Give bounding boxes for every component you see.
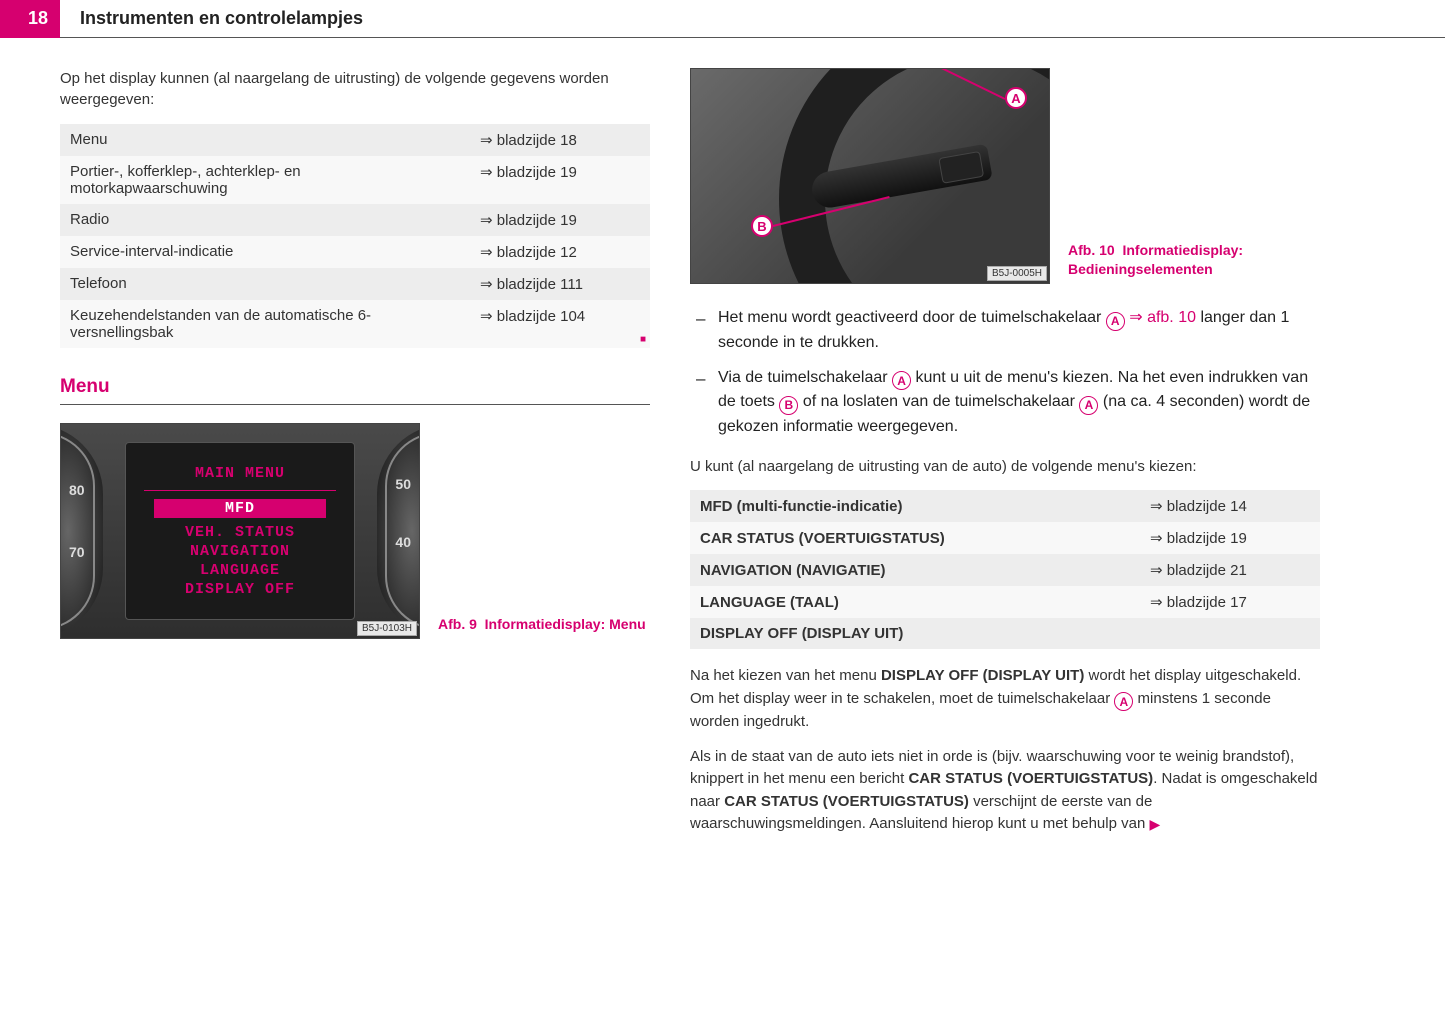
figure-10-row: A B B5J-0005H Afb. 10 Informatiedisplay:…: [690, 68, 1320, 284]
figure-10-caption: Afb. 10 Informatiedisplay: Bedieningsele…: [1068, 241, 1268, 284]
gauge-tick: 80: [69, 482, 85, 498]
continuation-arrow-icon: ▶: [1149, 816, 1160, 832]
gauge-tick: 50: [395, 476, 411, 492]
display-data-table: Menu⇒ bladzijde 18 Portier-, kofferklep-…: [60, 124, 650, 348]
display-selected-item: MFD: [154, 499, 326, 518]
left-column: Op het display kunnen (al naargelang de …: [60, 68, 650, 848]
menu-name: CAR STATUS (VOERTUIGSTATUS): [690, 522, 1140, 554]
list-item: Het menu wordt geactiveerd door de tuime…: [690, 306, 1320, 356]
section-end-marker-icon: ■: [640, 334, 646, 345]
menu-name: DISPLAY OFF (DISPLAY UIT): [690, 618, 1140, 649]
image-code: B5J-0103H: [357, 621, 417, 636]
page-reference: ⇒ bladzijde 12: [470, 236, 650, 268]
table-row: MFD (multi-functie-indicatie)⇒ bladzijde…: [690, 490, 1320, 522]
bold-text: DISPLAY OFF (DISPLAY UIT): [881, 667, 1084, 684]
figure-reference-link[interactable]: ⇒ afb. 10: [1125, 309, 1196, 326]
figure-label: Afb. 9: [438, 616, 477, 632]
text: of na loslaten van de tuimelschakelaar: [798, 393, 1079, 410]
display-item: DISPLAY OFF: [130, 581, 350, 598]
table-row: Radio⇒ bladzijde 19: [60, 204, 650, 236]
table-row: NAVIGATION (NAVIGATIE)⇒ bladzijde 21: [690, 554, 1320, 586]
table-row: Menu⇒ bladzijde 18: [60, 124, 650, 156]
figure-label: Afb. 10: [1068, 242, 1115, 258]
figure-9-caption: Afb. 9 Informatiedisplay: Menu: [438, 615, 646, 639]
paragraph: Als in de staat van de auto iets niet in…: [690, 746, 1320, 836]
figure-9-image: 70 80 50 40 MAIN MENU MFD VEH. STATUS NA…: [60, 423, 420, 639]
bold-text: CAR STATUS (VOERTUIGSTATUS): [908, 770, 1153, 787]
item-label: Radio: [60, 204, 470, 236]
page-number: 18: [0, 0, 60, 38]
item-label: Menu: [60, 124, 470, 156]
table-row: Portier-, kofferklep-, achterklep- en mo…: [60, 156, 650, 204]
table-row: Keuzehendelstanden van de automatische 6…: [60, 300, 650, 348]
image-code: B5J-0005H: [987, 266, 1047, 281]
gauge-tick: 70: [69, 544, 85, 560]
gauge-tick: 40: [395, 534, 411, 550]
table-row: Service-interval-indicatie⇒ bladzijde 12: [60, 236, 650, 268]
callout-b: B: [751, 215, 773, 237]
display-title: MAIN MENU: [130, 465, 350, 482]
display-divider: [144, 490, 336, 491]
content-area: Op het display kunnen (al naargelang de …: [0, 38, 1445, 848]
page-reference: ⇒ bladzijde 14: [1140, 490, 1320, 522]
text: Via de tuimelschakelaar: [718, 369, 892, 386]
gauge-right: [377, 424, 420, 638]
page-reference: ⇒ bladzijde 104: [470, 300, 650, 348]
page-reference: ⇒ bladzijde 19: [470, 156, 650, 204]
section-heading-menu: Menu: [60, 376, 650, 405]
page-reference: ⇒ bladzijde 19: [1140, 522, 1320, 554]
menu-name: NAVIGATION (NAVIGATIE): [690, 554, 1140, 586]
text: Na het kiezen van het menu: [690, 667, 881, 684]
right-column: A B B5J-0005H Afb. 10 Informatiedisplay:…: [690, 68, 1320, 848]
page-reference: [1140, 618, 1320, 649]
menu-name: LANGUAGE (TAAL): [690, 586, 1140, 618]
figure-9-row: 70 80 50 40 MAIN MENU MFD VEH. STATUS NA…: [60, 423, 650, 639]
text: Het menu wordt geactiveerd door de tuime…: [718, 309, 1106, 326]
item-label: Telefoon: [60, 268, 470, 300]
item-label: Portier-, kofferklep-, achterklep- en mo…: [60, 156, 470, 204]
table-row: DISPLAY OFF (DISPLAY UIT): [690, 618, 1320, 649]
menu-name: MFD (multi-functie-indicatie): [690, 490, 1140, 522]
callout-a-inline: A: [1106, 312, 1125, 331]
item-label: Service-interval-indicatie: [60, 236, 470, 268]
dashboard-display-panel: MAIN MENU MFD VEH. STATUS NAVIGATION LAN…: [125, 442, 355, 620]
display-item: NAVIGATION: [130, 543, 350, 560]
display-item: VEH. STATUS: [130, 524, 350, 541]
intro-paragraph: Op het display kunnen (al naargelang de …: [60, 68, 650, 110]
page-title: Instrumenten en controlelampjes: [80, 8, 363, 29]
table-row: LANGUAGE (TAAL)⇒ bladzijde 17: [690, 586, 1320, 618]
callout-a-inline: A: [1079, 396, 1098, 415]
callout-a: A: [1005, 87, 1027, 109]
page-reference: ⇒ bladzijde 17: [1140, 586, 1320, 618]
page-reference: ⇒ bladzijde 18: [470, 124, 650, 156]
figure-caption-text: Informatiedisplay: Menu: [485, 616, 646, 632]
item-label: Keuzehendelstanden van de automatische 6…: [60, 300, 470, 348]
figure-10-image: A B B5J-0005H: [690, 68, 1050, 284]
page-reference: ⇒ bladzijde 21: [1140, 554, 1320, 586]
page-header: 18 Instrumenten en controlelampjes: [0, 0, 1445, 38]
callout-a-inline: A: [1114, 692, 1133, 711]
display-item: LANGUAGE: [130, 562, 350, 579]
bold-text: CAR STATUS (VOERTUIGSTATUS): [724, 793, 969, 810]
instruction-list: Het menu wordt geactiveerd door de tuime…: [690, 306, 1320, 440]
menu-options-table: MFD (multi-functie-indicatie)⇒ bladzijde…: [690, 490, 1320, 649]
gauge-left: [60, 424, 103, 638]
page-reference: ⇒ bladzijde 111: [470, 268, 650, 300]
table-row: CAR STATUS (VOERTUIGSTATUS)⇒ bladzijde 1…: [690, 522, 1320, 554]
page-reference: ⇒ bladzijde 19: [470, 204, 650, 236]
callout-b-inline: B: [779, 396, 798, 415]
list-item: Via de tuimelschakelaar A kunt u uit de …: [690, 366, 1320, 440]
callout-a-inline: A: [892, 371, 911, 390]
paragraph: U kunt (al naargelang de uitrusting van …: [690, 456, 1320, 479]
paragraph: Na het kiezen van het menu DISPLAY OFF (…: [690, 665, 1320, 734]
table-row: Telefoon⇒ bladzijde 111: [60, 268, 650, 300]
